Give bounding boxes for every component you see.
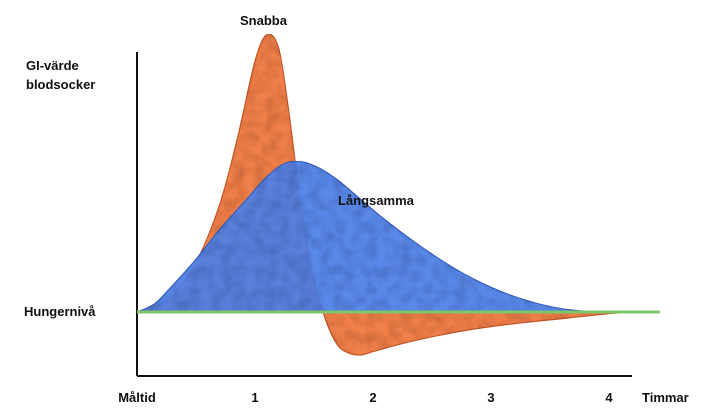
y-axis-label-line2: blodsocker	[26, 77, 95, 92]
series-area-langsamma	[136, 160, 645, 313]
x-tick-label: 4	[605, 390, 613, 405]
x-tick-label: 2	[369, 390, 376, 405]
y-axis-label-line1: GI-värde	[26, 58, 79, 73]
x-tick-label: Måltid	[118, 390, 156, 405]
series-label-snabba: Snabba	[240, 13, 288, 28]
x-tick-label: 1	[251, 390, 258, 405]
x-axis-label: Timmar	[642, 390, 689, 405]
series-label-langsamma: Långsamma	[338, 193, 415, 208]
hunger-level-label: Hungernivå	[24, 304, 96, 319]
x-tick-label: 3	[487, 390, 494, 405]
